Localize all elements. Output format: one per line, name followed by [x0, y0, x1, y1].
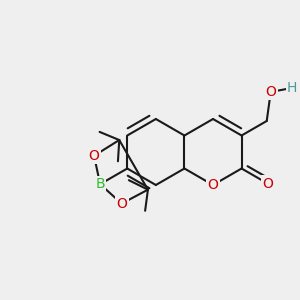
- Text: O: O: [265, 85, 276, 99]
- Text: O: O: [208, 178, 218, 192]
- Text: H: H: [287, 81, 297, 95]
- Text: O: O: [116, 196, 127, 211]
- Text: O: O: [262, 177, 273, 191]
- Text: B: B: [95, 177, 105, 191]
- Text: O: O: [88, 149, 100, 163]
